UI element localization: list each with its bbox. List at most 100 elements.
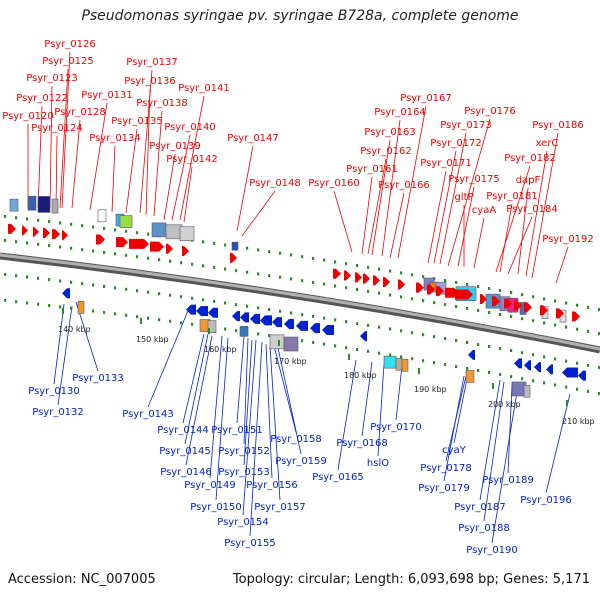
track-border-dot	[70, 222, 73, 226]
track-border-dot	[334, 344, 337, 348]
reverse-gene-label: Psyr_0159	[275, 456, 327, 467]
forward-gene-arrow	[333, 268, 341, 279]
track-border-dot	[543, 355, 546, 359]
forward-leader-line	[371, 139, 391, 256]
forward-gene-label: Psyr_0126	[44, 39, 96, 50]
forward-leader-line	[473, 217, 485, 269]
reverse-gene-arrow	[578, 370, 586, 381]
track-border-dot	[180, 261, 183, 265]
reverse-gene-label: Psyr_0150	[190, 502, 242, 513]
feature-block	[523, 384, 531, 398]
forward-leader-line	[241, 190, 276, 237]
scale-ticks: 140 kbp 150 kbp 160 kbp 170 kbp 180 kbp 190 k…	[58, 308, 595, 426]
track-border-dot	[92, 249, 95, 253]
track-border-dot	[114, 286, 117, 290]
track-border-dot	[169, 259, 172, 263]
feature-block	[395, 357, 403, 371]
track-border-dot	[455, 365, 458, 369]
track-border-dot	[455, 281, 458, 285]
reverse-leader-line	[395, 365, 403, 421]
forward-gene-label: Psyr_0186	[532, 120, 584, 131]
reverse-gene-arrow	[360, 331, 367, 342]
track-border-dot	[136, 315, 139, 319]
reverse-gene-label: Psyr_0157	[254, 502, 306, 513]
reverse-leader-line	[243, 337, 249, 445]
track-border-dot	[433, 301, 436, 305]
track-border-dot	[158, 318, 161, 322]
track-border-dot	[488, 311, 491, 315]
track-border-dot	[15, 274, 18, 278]
reverse-leader-line	[491, 385, 519, 544]
track-border-dot	[367, 323, 370, 327]
forward-leader-line	[125, 128, 138, 214]
track-border-dot	[587, 389, 590, 393]
reverse-gene-label: Psyr_0188	[458, 523, 510, 534]
reverse-leader-line	[184, 333, 209, 445]
reverse-leader-line	[483, 381, 505, 522]
reverse-gene-label: Psyr_0143	[122, 409, 174, 420]
track-border-dot	[257, 272, 260, 276]
reverse-leader-line	[507, 383, 513, 474]
reverse-gene-arrow	[272, 317, 282, 328]
scale-tick	[492, 383, 494, 389]
forward-gene-label: Psyr_0166	[378, 180, 430, 191]
track-border-dot	[565, 325, 568, 329]
track-border-dot	[466, 340, 469, 344]
forward-leader-line	[111, 145, 116, 213]
track-border-dot	[411, 331, 414, 335]
track-border-dot	[235, 329, 238, 333]
reverse-gene-label: Psyr_0196	[520, 495, 572, 506]
forward-gene-arrow	[43, 228, 50, 239]
track-border-dot	[169, 319, 172, 323]
reverse-gene-label: Psyr_0154	[217, 517, 269, 528]
forward-gene-arrow	[373, 275, 380, 286]
track-border-dot	[37, 242, 40, 246]
track-border-dot	[114, 252, 117, 256]
track-border-dot	[147, 290, 150, 294]
track-border-dot	[257, 306, 260, 310]
track-border-dot	[4, 272, 7, 276]
reverse-gene-arrow	[186, 304, 196, 315]
reverse-gene-arrow	[240, 312, 249, 323]
track-border-dot	[554, 357, 557, 361]
feature-block	[231, 241, 239, 251]
forward-gene-arrow	[383, 277, 390, 288]
forward-gene-arrow	[427, 284, 435, 295]
track-border-dot	[312, 256, 315, 260]
track-border-dot	[257, 248, 260, 252]
track-border-dot	[59, 305, 62, 309]
track-border-dot	[26, 275, 29, 279]
track-border-dot	[521, 293, 524, 297]
track-border-dot	[290, 311, 293, 315]
feature-block	[51, 198, 59, 214]
track-border-dot	[59, 245, 62, 249]
forward-gene-label: Psyr_0124	[31, 123, 83, 134]
track-border-dot	[290, 253, 293, 257]
forward-gene-label: xerC	[536, 138, 559, 149]
track-border-dot	[444, 279, 447, 283]
track-border-dot	[268, 274, 271, 278]
forward-gene-arrow	[22, 225, 28, 236]
reverse-leader-line	[185, 335, 213, 466]
track-border-dot	[389, 327, 392, 331]
track-border-dot	[499, 347, 502, 351]
track-border-dot	[356, 347, 359, 351]
track-border-dot	[92, 225, 95, 229]
track-border-dot	[477, 368, 480, 372]
track-border-dot	[466, 306, 469, 310]
scale-label: 190 kbp	[414, 385, 447, 394]
track-border-dot	[158, 258, 161, 262]
reverse-leader-line	[236, 335, 245, 424]
reverse-leader-line	[57, 305, 73, 406]
track-border-dot	[345, 320, 348, 324]
track-border-dot	[389, 293, 392, 297]
feature-block	[401, 358, 409, 372]
track-border-dot	[224, 267, 227, 271]
feature-block	[97, 209, 107, 223]
forward-gene-label: dapF	[516, 175, 541, 186]
track-border-dot	[191, 262, 194, 266]
forward-gene-label: Psyr_0176	[464, 106, 516, 117]
reverse-leader-line	[243, 339, 253, 466]
forward-gene-arrow	[416, 282, 424, 293]
track-border-dot	[290, 277, 293, 281]
